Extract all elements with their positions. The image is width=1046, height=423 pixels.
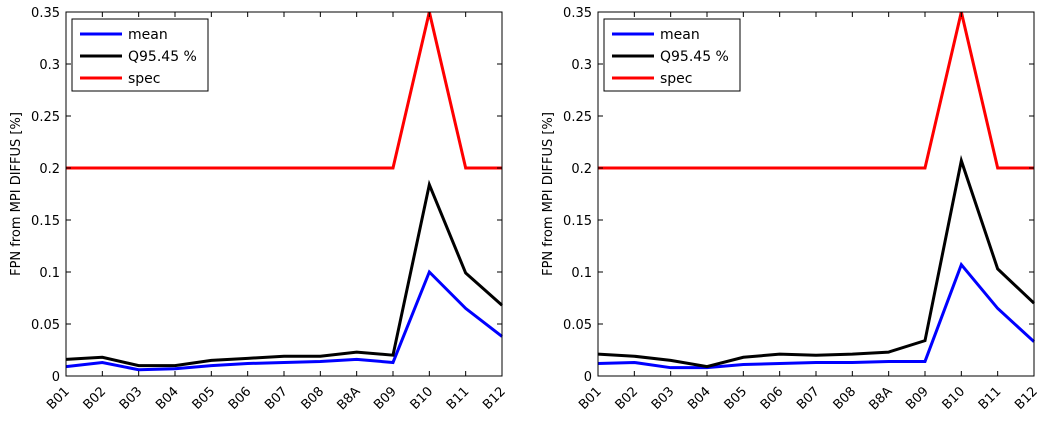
series-line-mean xyxy=(597,261,1036,370)
y-tick-label: 0.1 xyxy=(571,266,592,281)
x-tick-label: B01 xyxy=(576,384,605,413)
y-axis-label: FPN from MPI DIFFUS [%] xyxy=(541,112,556,276)
x-tick-label: B10 xyxy=(408,384,437,413)
y-tick-label: 0.1 xyxy=(39,266,60,281)
y-tick-label: 0.3 xyxy=(39,58,60,73)
legend-label: spec xyxy=(660,71,693,87)
y-axis-label: FPN from MPI DIFFUS [%] xyxy=(9,112,24,276)
x-tick-label: B08 xyxy=(299,384,328,413)
x-tick-label: B11 xyxy=(976,384,1005,413)
x-tick-label: B05 xyxy=(190,384,219,413)
x-tick-label: B12 xyxy=(1012,384,1041,413)
x-tick-label: B10 xyxy=(940,384,969,413)
legend-label: Q95.45 % xyxy=(660,49,729,65)
y-tick-label: 0 xyxy=(52,370,60,385)
x-tick-label: B02 xyxy=(613,384,642,413)
legend-label: spec xyxy=(128,71,161,87)
y-tick-label: 0.2 xyxy=(39,162,60,177)
legend-label: mean xyxy=(128,27,168,43)
legend: mean Q95.45 % spec xyxy=(71,18,209,92)
x-tick-label: B8A xyxy=(866,384,895,413)
y-tick-label: 0.3 xyxy=(571,58,592,73)
series-line-q95-45- xyxy=(597,154,1036,369)
x-tick-label: B07 xyxy=(794,384,823,413)
chart-panel-1: 0 0.05 0.1 0.15 0.2 0.25 0.3 0.35 B01 B02 B03 B04 B0… xyxy=(9,6,509,413)
y-tick-label: 0.05 xyxy=(31,318,60,333)
y-tick-label: 0.35 xyxy=(563,6,592,21)
y-tick-label: 0 xyxy=(584,370,592,385)
x-tick-label: B06 xyxy=(758,384,787,413)
x-tick-label: B07 xyxy=(262,384,291,413)
x-tick-label: B09 xyxy=(903,384,932,413)
x-tick-label: B01 xyxy=(44,384,73,413)
y-tick-label: 0.25 xyxy=(563,110,592,125)
y-tick-label: 0.35 xyxy=(31,6,60,21)
x-tick-label: B04 xyxy=(153,384,182,413)
x-tick-label: B08 xyxy=(831,384,860,413)
y-tick-label: 0.25 xyxy=(31,110,60,125)
chart-panel-2: 0 0.05 0.1 0.15 0.2 0.25 0.3 0.35 B01 B02 B03 B04 B0… xyxy=(541,6,1041,413)
x-tick-label: B04 xyxy=(685,384,714,413)
x-tick-label: B06 xyxy=(226,384,255,413)
legend-label: Q95.45 % xyxy=(128,49,197,65)
x-tick-label: B03 xyxy=(117,384,146,413)
y-tick-label: 0.05 xyxy=(563,318,592,333)
x-tick-label: B05 xyxy=(722,384,751,413)
y-tick-label: 0.15 xyxy=(563,214,592,229)
y-tick-label: 0.15 xyxy=(31,214,60,229)
x-tick-label: B09 xyxy=(371,384,400,413)
x-tick-label: B11 xyxy=(444,384,473,413)
legend: mean Q95.45 % spec xyxy=(603,18,741,92)
x-tick-label: B8A xyxy=(334,384,363,413)
x-tick-label: B03 xyxy=(649,384,678,413)
series-line-mean xyxy=(65,269,503,372)
x-tick-label: B02 xyxy=(81,384,110,413)
legend-label: mean xyxy=(660,27,700,43)
series-line-q95-45- xyxy=(65,179,503,368)
x-tick-label: B12 xyxy=(480,384,509,413)
y-tick-label: 0.2 xyxy=(571,162,592,177)
